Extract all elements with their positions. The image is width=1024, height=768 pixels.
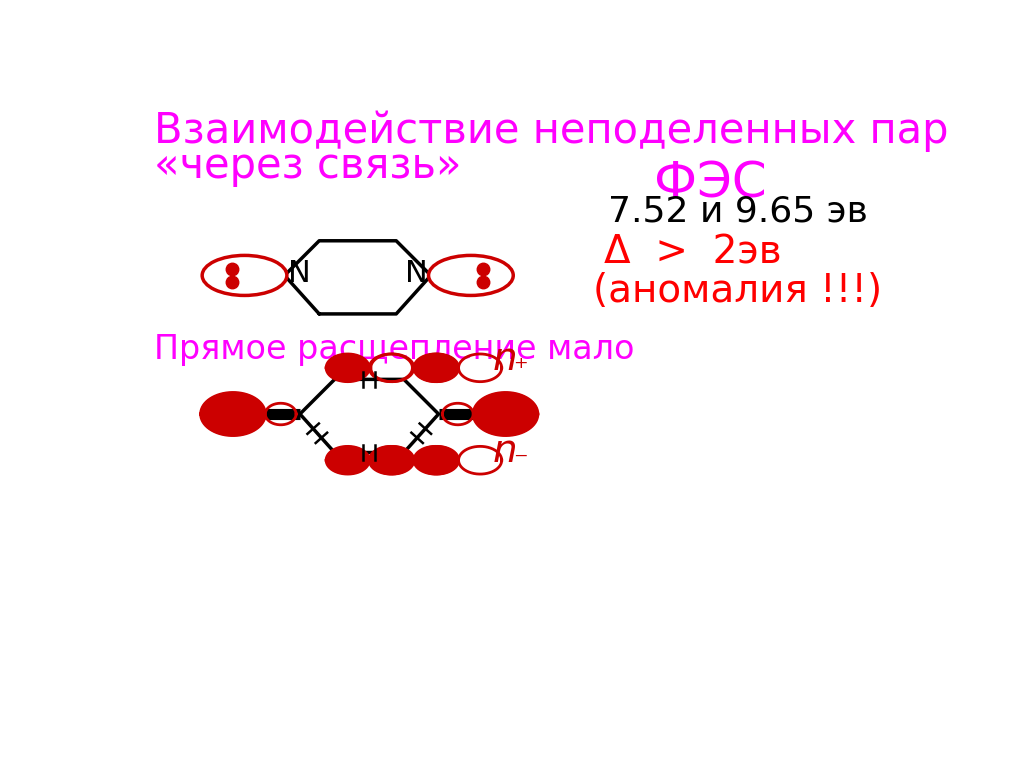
Polygon shape [326, 354, 370, 382]
Polygon shape [414, 354, 457, 382]
Text: (аномалия !!!): (аномалия !!!) [593, 272, 882, 310]
Ellipse shape [429, 256, 513, 296]
Text: ФЭС: ФЭС [654, 160, 767, 208]
Text: n: n [493, 339, 517, 378]
Text: Δ  >  2эв: Δ > 2эв [604, 233, 781, 271]
Text: ⁻: ⁻ [513, 448, 528, 475]
Text: ⁺: ⁺ [513, 356, 528, 383]
Text: Взаимодействие неподеленных пар: Взаимодействие неподеленных пар [154, 110, 948, 152]
Polygon shape [201, 392, 265, 435]
Text: 7.52 и 9.65 эв: 7.52 и 9.65 эв [608, 194, 867, 229]
Polygon shape [473, 392, 538, 435]
Text: «через связь»: «через связь» [154, 144, 461, 187]
Text: n: n [493, 432, 517, 470]
Text: Прямое расщепление мало: Прямое расщепление мало [154, 333, 634, 366]
Polygon shape [416, 446, 459, 474]
Text: N: N [288, 260, 310, 288]
Polygon shape [371, 446, 414, 474]
Polygon shape [326, 446, 370, 474]
Text: N: N [406, 260, 428, 288]
Polygon shape [416, 354, 459, 382]
Ellipse shape [202, 256, 287, 296]
